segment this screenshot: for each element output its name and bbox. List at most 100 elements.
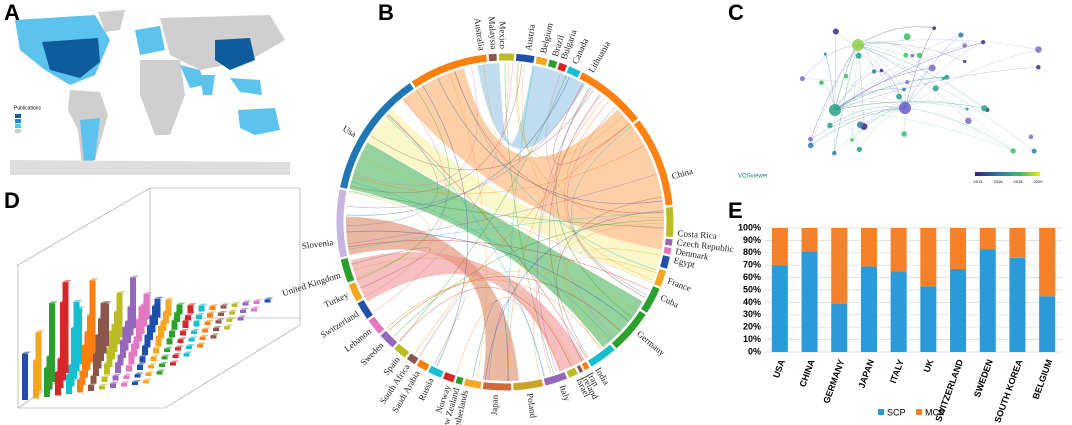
bar3d (251, 308, 257, 312)
bar3d (120, 340, 126, 358)
network-link (834, 34, 962, 111)
bar3d (170, 362, 176, 366)
chord-thread (346, 113, 438, 226)
chord-thread (566, 257, 656, 343)
bar3d (22, 353, 28, 400)
network-link (834, 44, 859, 154)
chord-arc (340, 82, 414, 189)
bar3d (55, 371, 61, 396)
chord-thread (388, 276, 621, 332)
bar3d-top (134, 372, 144, 375)
bar3d-top (22, 351, 31, 354)
bar3d (128, 352, 135, 364)
network-node (856, 146, 862, 152)
chord-thread (537, 88, 592, 373)
bar3d-top (128, 350, 138, 353)
network-link (834, 67, 933, 111)
chord-ribbon (346, 216, 519, 381)
chord-thread (564, 100, 646, 298)
network-link (825, 54, 836, 111)
bar3d-top (126, 363, 135, 366)
chord-thread (386, 279, 602, 349)
bar3d (142, 345, 148, 355)
bar3d-top (164, 346, 173, 349)
chord-arc (566, 367, 578, 378)
bar3d-top (171, 318, 181, 321)
bar3d-top (144, 333, 154, 336)
chord-thread (521, 64, 654, 281)
bar3d-top (136, 317, 145, 320)
network-node (852, 39, 864, 51)
network-link (829, 106, 906, 126)
bar3d-top (127, 304, 137, 307)
network-link (904, 107, 1014, 152)
bar3d (224, 326, 230, 330)
y-tick-label: 90% (743, 235, 761, 245)
bar3d-top (132, 380, 141, 382)
network-node (910, 53, 915, 58)
bar3d (90, 376, 97, 384)
x-tick-label: GERMANY (821, 358, 846, 405)
bar3d-top (106, 346, 116, 349)
bar3d (218, 313, 224, 316)
bar3d-top (213, 326, 222, 328)
bar3d (204, 322, 211, 325)
bar3d-top (169, 329, 178, 332)
bar3d-top (185, 313, 194, 316)
chord-arc (665, 207, 674, 237)
network-node (932, 26, 937, 30)
network-node (944, 74, 950, 80)
bar3d-top (148, 363, 157, 366)
bar3d (253, 301, 260, 304)
bar3d (226, 319, 233, 322)
chord-arc (411, 54, 488, 88)
chord-arc (654, 268, 667, 287)
network-link (834, 71, 875, 111)
chord-thread (399, 75, 567, 342)
x-tick-label: UK (922, 358, 936, 374)
bar3d-top (177, 337, 187, 340)
bar3d-top (159, 362, 168, 364)
bar3d (187, 305, 194, 313)
y-tick-label: 20% (743, 322, 761, 332)
bar3d (229, 311, 235, 315)
network-link (904, 28, 935, 109)
chord-label: Egypt (673, 255, 697, 270)
y-tick-label: 60% (743, 272, 761, 282)
bar3d-top (138, 304, 148, 307)
network-link (834, 44, 859, 154)
bar3d (144, 335, 151, 348)
bar3d-top (175, 345, 184, 348)
chord-arc (416, 359, 430, 371)
network-link (904, 34, 962, 109)
bar3d (198, 305, 205, 312)
bar3d-top (143, 378, 152, 381)
bar3d-top (204, 320, 214, 322)
chord-arc (515, 53, 535, 64)
chord-label: France (666, 276, 692, 294)
chord-arc (581, 361, 590, 371)
network-node (928, 64, 936, 72)
chord-thread (346, 84, 586, 209)
network-link (834, 101, 968, 111)
chord-label: Slovenia (301, 237, 333, 251)
bar3d-top (95, 332, 105, 335)
bar3d (101, 377, 108, 382)
bar3d-top (183, 351, 193, 354)
x-tick-label: SOUTH KOREA (992, 358, 1024, 424)
network-link (829, 106, 906, 126)
bar3d (220, 305, 227, 309)
chord-thread (352, 145, 645, 194)
network-node (843, 73, 849, 79)
bar3d-top (188, 336, 198, 339)
bar3d-top (98, 316, 107, 319)
colorbar-label: 2016 (994, 179, 1004, 184)
bar3d (237, 317, 244, 321)
bar3d (117, 355, 124, 366)
network-node (899, 102, 911, 114)
chord-thread (371, 89, 594, 171)
network-link (857, 44, 969, 122)
bar3d-top (116, 290, 126, 293)
x-tick-label: JAPAN (856, 358, 876, 389)
network-link (857, 26, 935, 46)
